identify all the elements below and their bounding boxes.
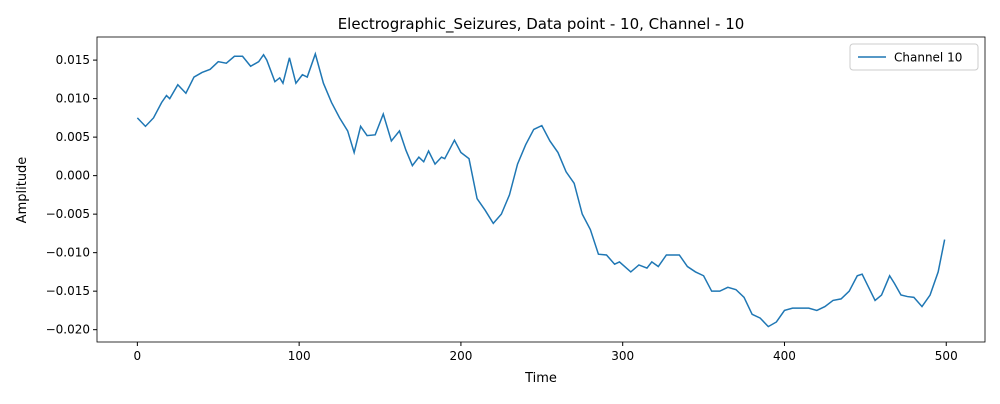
line <box>136 51 946 328</box>
x-tick-label: 100 <box>288 349 311 363</box>
plot-frame <box>96 36 986 343</box>
x-tick-label: 400 <box>773 349 796 363</box>
y-tick-label: 0.000 <box>56 169 90 183</box>
y-tick-label: 0.010 <box>56 92 90 106</box>
x-axis-label: Time <box>524 371 557 386</box>
y-tick-label: 0.015 <box>56 53 90 67</box>
chart-title: Electrographic_Seizures, Data point - 10… <box>338 15 745 34</box>
legend-box <box>849 43 979 71</box>
y-tick-label: −0.010 <box>46 246 90 260</box>
x-tick-label: 500 <box>935 349 958 363</box>
x-tick-label: 0 <box>134 349 142 363</box>
y-tick-label: −0.015 <box>46 284 90 298</box>
y-tick-label: 0.005 <box>56 130 90 144</box>
y-tick-label: −0.005 <box>46 207 90 221</box>
x-tick-label: 300 <box>611 349 634 363</box>
y-tick-label: −0.020 <box>46 323 90 337</box>
legend-label: Channel 10 <box>894 51 962 65</box>
x-tick-label: 200 <box>449 349 472 363</box>
y-axis-label: Amplitude <box>15 157 30 224</box>
